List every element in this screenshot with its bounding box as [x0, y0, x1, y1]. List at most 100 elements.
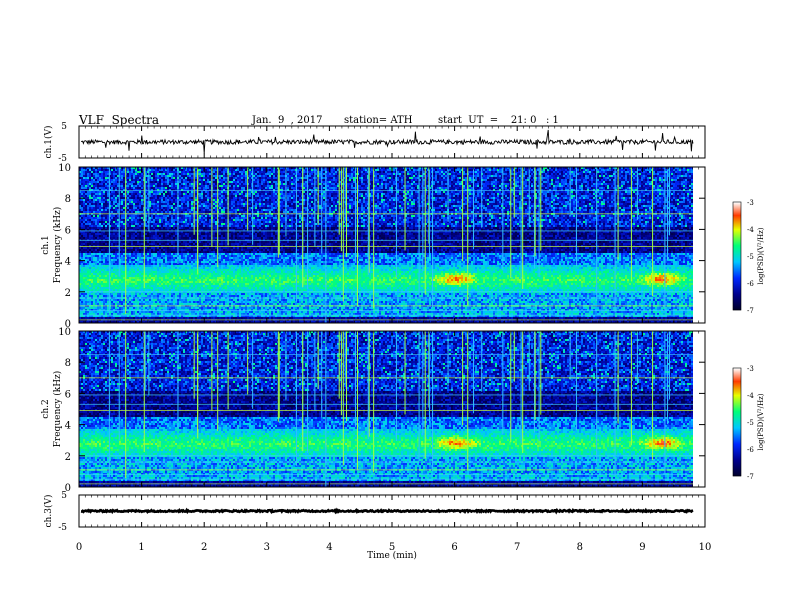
ch1-spectrogram-pixel: [177, 275, 179, 277]
ch1-spectrogram-pixel: [135, 219, 137, 221]
ch1-spectrogram-pixel: [119, 279, 121, 281]
ch1-spectrogram-pixel: [113, 251, 115, 253]
ch1-spectrogram-pixel: [185, 251, 187, 253]
ch1-spectrogram-pixel: [89, 253, 91, 255]
ch1-spectrogram-pixel: [117, 257, 119, 259]
ch1-spectrogram-pixel: [101, 257, 103, 259]
ch1-spectrogram-pixel: [99, 171, 101, 173]
ch1-spectrogram-pixel: [141, 273, 143, 275]
ch1-spectrogram-pixel: [79, 171, 81, 173]
ch1-spectrogram-pixel: [155, 185, 157, 187]
ch1-spectrogram-pixel: [181, 183, 183, 185]
ch1-spectrogram-pixel: [147, 235, 149, 237]
ch1-spectrogram-pixel: [113, 257, 115, 259]
ch1-spectrogram-pixel: [195, 299, 197, 301]
ch1-spectrogram-pixel: [103, 237, 105, 239]
ch1-spectrogram-pixel: [103, 219, 105, 221]
ch1-spectrogram-pixel: [147, 211, 149, 213]
ch1-spectrogram-pixel: [157, 277, 159, 279]
ch1-spectrogram-pixel: [131, 289, 133, 291]
ch1-spectrogram-pixel: [109, 269, 111, 271]
ch1-spectrogram-pixel: [193, 271, 195, 273]
ch1-spectrogram-pixel: [185, 193, 187, 195]
ch1-spectrogram-pixel: [167, 227, 169, 229]
ch1-spectrogram-pixel: [117, 261, 119, 263]
ch1-spectrogram-pixel: [113, 279, 115, 281]
ch1-spectrogram-pixel: [101, 199, 103, 201]
ch1-spectrogram-pixel: [167, 253, 169, 255]
ch1-spectrogram-pixel: [95, 307, 97, 309]
ch1-spectrogram-pixel: [129, 193, 131, 195]
ch1-spectrogram-pixel: [107, 271, 109, 273]
ch1-spectrogram-pixel: [185, 249, 187, 251]
ch1-spectrogram-pixel: [187, 247, 189, 249]
ch1-spectrogram-pixel: [147, 207, 149, 209]
ch1-spectrogram-pixel: [81, 303, 83, 305]
ch1-spectrogram-pixel: [87, 257, 89, 259]
ch1-spectrogram-pixel: [93, 279, 95, 281]
ch1-spectrogram-pixel: [129, 233, 131, 235]
ch1-spectrogram-pixel: [199, 181, 201, 183]
ch1-spectrogram-pixel: [179, 311, 181, 313]
ch1-spectrogram-pixel: [83, 227, 85, 229]
ch1-spectrogram-pixel: [139, 281, 141, 283]
ch1-spectrogram-pixel: [115, 317, 117, 319]
ch1-spectrogram-pixel: [179, 219, 181, 221]
ch1-spectrogram-pixel: [181, 307, 183, 309]
ch1-spectrogram-pixel: [141, 253, 143, 255]
ch1-spectrogram-pixel: [109, 285, 111, 287]
ch1-spectrogram-pixel: [129, 229, 131, 231]
ch1-spectrogram-pixel: [107, 289, 109, 291]
ch1-spectrogram-pixel: [107, 309, 109, 311]
ch1-spectrogram-pixel: [95, 271, 97, 273]
ch1-spectrogram-pixel: [179, 207, 181, 209]
ch1-spectrogram-pixel: [131, 309, 133, 311]
ch1-spectrogram-pixel: [111, 237, 113, 239]
ch1-spectrogram-pixel: [161, 287, 163, 289]
ch1-spectrogram-pixel: [129, 215, 131, 217]
ch1-spectrogram-pixel: [91, 173, 93, 175]
ch1-spectrogram-pixel: [155, 251, 157, 253]
ch1-spectrogram-pixel: [85, 217, 87, 219]
ch1-spectrogram-pixel: [161, 259, 163, 261]
ch1-spectrogram-pixel: [159, 257, 161, 259]
ch1-spectrogram-pixel: [189, 231, 191, 233]
ch1-spectrogram-pixel: [151, 307, 153, 309]
ch1-spectrogram-pixel: [179, 285, 181, 287]
ch1-spectrogram-pixel: [111, 197, 113, 199]
ch1-spectrogram-pixel: [83, 317, 85, 319]
ch1-spectrogram-pixel: [99, 255, 101, 257]
ch1-spectrogram-pixel: [117, 205, 119, 207]
ch1-spectrogram-pixel: [163, 255, 165, 257]
ch1-spectrogram-pixel: [101, 307, 103, 309]
ch1-spectrogram-pixel: [105, 313, 107, 315]
ch1-spectrogram-pixel: [109, 231, 111, 233]
ch1-spectrogram-pixel: [87, 251, 89, 253]
ch1-spectrogram-pixel: [157, 237, 159, 239]
ch1-spectrogram-pixel: [137, 191, 139, 193]
ch1-spectrogram-pixel: [121, 207, 123, 209]
ch1-spectrogram-pixel: [159, 259, 161, 261]
ch1-spectrogram-pixel: [87, 187, 89, 189]
ch1-spectrogram-pixel: [159, 235, 161, 237]
ch1-spectrogram-pixel: [87, 171, 89, 173]
ch1-spectrogram-pixel: [89, 309, 91, 311]
ch1-spectrogram-pixel: [201, 199, 203, 201]
ch1-spectrogram-pixel: [91, 251, 93, 253]
ch1-spectrogram-pixel: [83, 169, 85, 171]
ch1-spectrogram-pixel: [139, 247, 141, 249]
ch1-spectrogram-pixel: [123, 201, 125, 203]
ch1-spectrogram-pixel: [105, 281, 107, 283]
ch1-spectrogram-pixel: [81, 169, 83, 171]
ch1-spectrogram-pixel: [191, 255, 193, 257]
ch1-spectrogram-pixel: [115, 217, 117, 219]
ch1-spectrogram-pixel: [185, 205, 187, 207]
ch1-spectrogram-pixel: [97, 313, 99, 315]
ch1-spectrogram-pixel: [151, 253, 153, 255]
ch1-spectrogram-pixel: [131, 203, 133, 205]
ch1-spectrogram-pixel: [183, 207, 185, 209]
ch1-spectrogram-pixel: [123, 209, 125, 211]
ch1-spectrogram-pixel: [113, 223, 115, 225]
ch1-spectrogram-pixel: [173, 241, 175, 243]
ch1-spectrogram-pixel: [139, 257, 141, 259]
